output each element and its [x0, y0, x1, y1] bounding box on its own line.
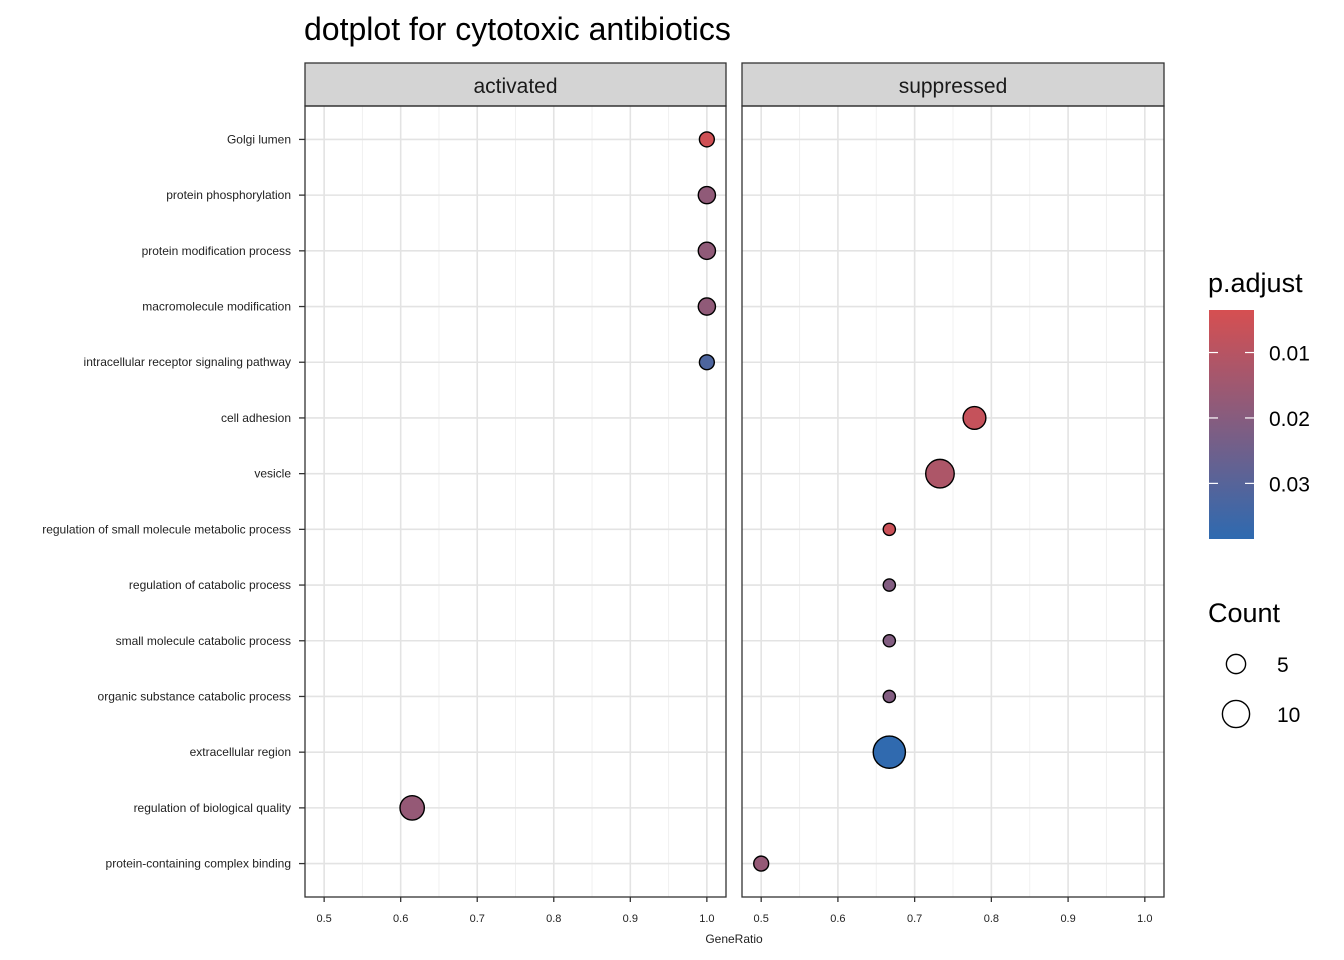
y-tick-label-regulation-of-catabolic-process: regulation of catabolic process — [129, 578, 291, 592]
x-tick-label: 0.6 — [393, 913, 408, 925]
y-tick-label-small-molecule-catabolic-process: small molecule catabolic process — [116, 634, 291, 648]
point-suppressed-organic-substance-catabolic-process — [882, 689, 897, 704]
point-suppressed-regulation-of-small-molecule-metabolic-process — [882, 522, 897, 537]
x-tick-label: 0.5 — [316, 913, 331, 925]
point-activated-macromolecule-modification — [697, 297, 717, 316]
facet-panels: activated 0.5 0.6 0.7 0.8 0.9 1.0 suppressed 0.5… — [304, 62, 1165, 925]
point-suppressed-regulation-of-catabolic-process — [882, 578, 897, 592]
x-axis-title: GeneRatio — [705, 932, 763, 946]
panel-border — [741, 105, 1165, 898]
color-bar — [1209, 310, 1254, 539]
y-tick-label-macromolecule-modification: macromolecule modification — [142, 300, 291, 314]
x-tick-label: 0.9 — [1060, 913, 1075, 925]
panel-activated: activated 0.5 0.6 0.7 0.8 0.9 1.0 — [304, 62, 727, 925]
color-legend-label: 0.03 — [1269, 473, 1310, 496]
facet-strip-label: activated — [473, 75, 557, 98]
size-legend-label: 5 — [1277, 654, 1289, 677]
y-tick-label-protein-containing-complex-binding: protein-containing complex binding — [106, 857, 291, 871]
point-activated-golgi-lumen — [698, 131, 716, 148]
point-suppressed-small-molecule-catabolic-process — [882, 633, 897, 648]
x-tick-label: 0.7 — [470, 913, 485, 925]
y-tick-label-protein-modification-process: protein modification process — [142, 244, 291, 258]
point-activated-protein-phosphorylation — [697, 185, 717, 205]
color-legend-label: 0.02 — [1269, 408, 1310, 431]
panel-suppressed: suppressed 0.5 0.6 0.7 0.8 0.9 1.0 — [741, 62, 1165, 925]
size-legend-title: Count — [1208, 598, 1281, 628]
y-tick-label-intracellular-receptor-signaling-pathway: intracellular receptor signaling pathway — [84, 355, 291, 369]
facet-strip-label: suppressed — [899, 75, 1008, 98]
color-legend-label: 0.01 — [1269, 343, 1310, 366]
size-legend-key — [1225, 653, 1247, 675]
y-tick-label-protein-phosphorylation: protein phosphorylation — [166, 188, 291, 202]
size-legend-label: 10 — [1277, 704, 1300, 727]
y-tick-label-vesicle: vesicle — [254, 467, 291, 481]
x-tick-label: 1.0 — [699, 913, 714, 925]
point-suppressed-cell-adhesion — [962, 405, 987, 431]
x-tick-label: 0.8 — [546, 913, 561, 925]
facet-strip — [304, 62, 727, 107]
x-tick-label: 0.7 — [907, 913, 922, 925]
x-tick-label: 0.8 — [984, 913, 999, 925]
y-tick-label-regulation-of-small-molecule-metabolic-process: regulation of small molecule metabolic p… — [42, 522, 291, 536]
panel-border — [304, 105, 727, 898]
y-axis: Golgi lumen protein phosphorylation protei… — [42, 132, 305, 871]
facet-strip — [741, 62, 1165, 107]
point-suppressed-extracellular-region — [872, 735, 907, 769]
legend: p.adjust 0.01 0.02 0.03 Count 5 10 — [1208, 268, 1310, 729]
point-suppressed-protein-containing-complex-binding — [753, 855, 770, 872]
point-suppressed-vesicle — [924, 458, 955, 489]
x-tick-label: 0.6 — [830, 913, 845, 925]
y-tick-label-organic-substance-catabolic-process: organic substance catabolic process — [98, 689, 291, 703]
y-tick-label-regulation-of-biological-quality: regulation of biological quality — [134, 801, 291, 815]
x-tick-label: 1.0 — [1137, 913, 1152, 925]
point-activated-regulation-of-biological-quality — [399, 795, 426, 821]
point-activated-protein-modification-process — [697, 241, 717, 261]
y-tick-label-extracellular-region: extracellular region — [190, 745, 291, 759]
color-legend-title: p.adjust — [1208, 268, 1303, 298]
y-tick-label-cell-adhesion: cell adhesion — [221, 411, 291, 425]
chart-title: dotplot for cytotoxic antibiotics — [304, 11, 731, 47]
size-legend-key — [1221, 699, 1251, 729]
y-tick-label-golgi-lumen: Golgi lumen — [227, 132, 291, 146]
x-tick-label: 0.9 — [623, 913, 638, 925]
point-activated-intracellular-receptor-signaling-pathway — [698, 354, 716, 371]
x-tick-label: 0.5 — [754, 913, 769, 925]
